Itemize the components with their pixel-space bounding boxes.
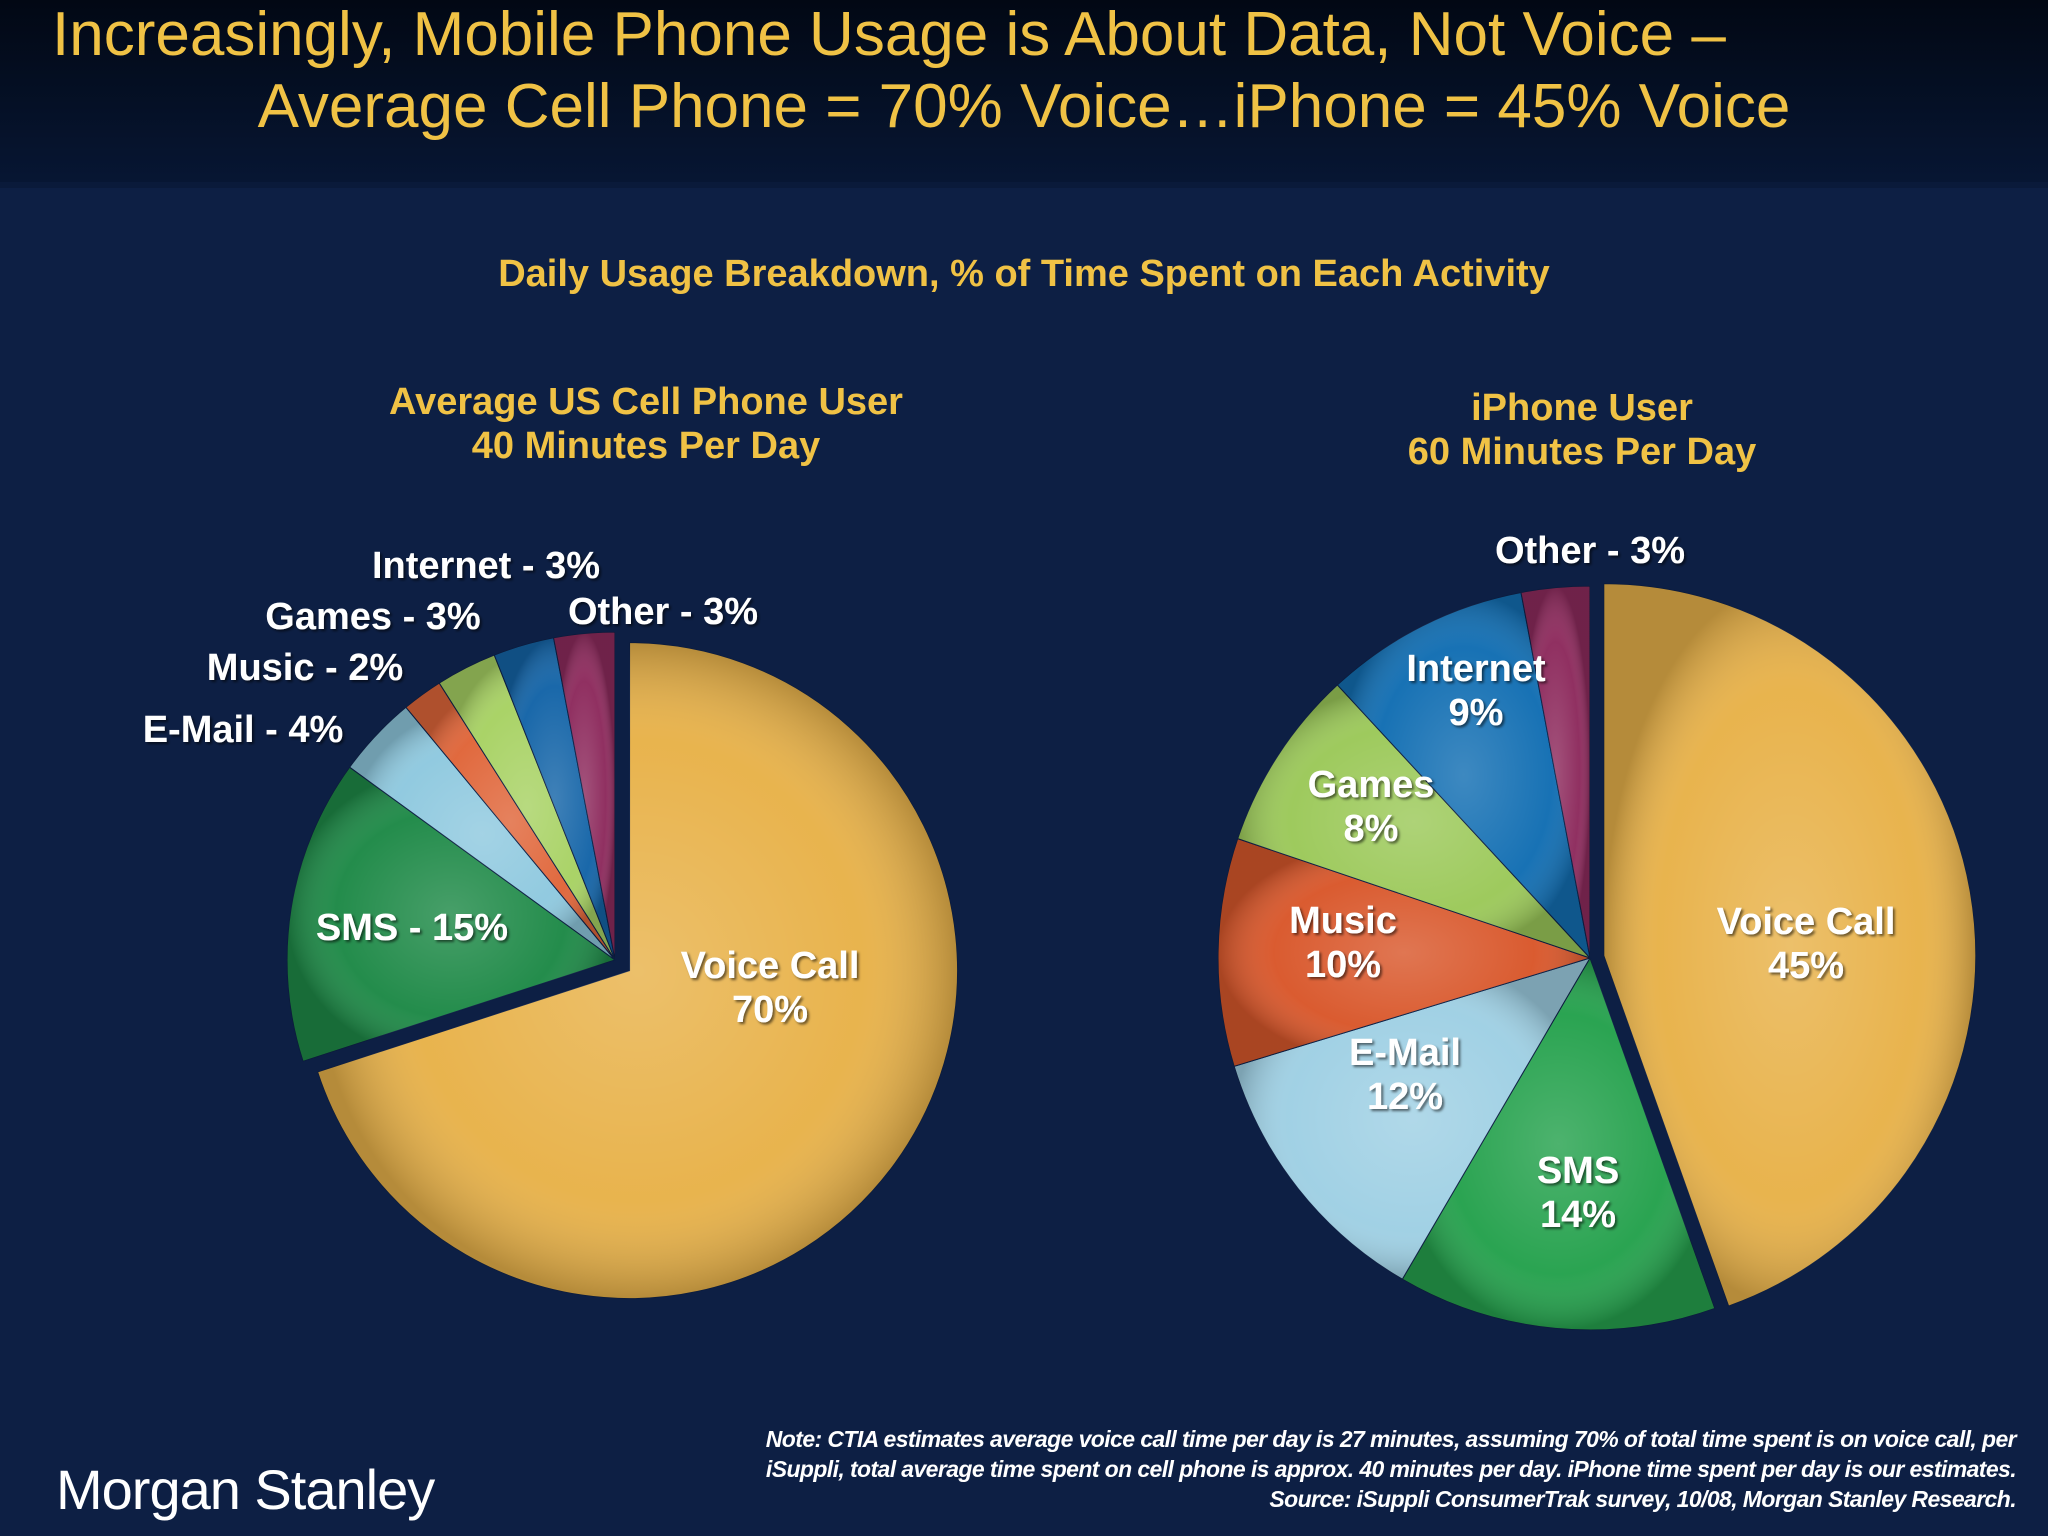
- right-label-voice-call: Voice Call: [1717, 901, 1896, 943]
- morgan-stanley-logo: Morgan Stanley: [56, 1458, 435, 1521]
- right-pie-title-line2: 60 Minutes Per Day: [1407, 431, 1757, 473]
- footer-source: Source: iSuppli ConsumerTrak survey, 10/…: [1269, 1486, 2016, 1512]
- page-subtitle: Average Cell Phone = 70% Voice…iPhone = …: [257, 72, 1791, 141]
- right-slice-sms-shading: [1402, 958, 1715, 1330]
- left-label-voice-call: Voice Call: [681, 945, 860, 987]
- left-slice-sms-shading: [287, 767, 615, 1062]
- left-slice-music-shading: [405, 683, 615, 960]
- right-label-music-pct: 10%: [1305, 944, 1381, 986]
- chart-section-title: Daily Usage Breakdown, % of Time Spent o…: [498, 253, 1550, 295]
- left-label-voice-call-pct: 70%: [732, 989, 808, 1031]
- left-label-sms: SMS - 15%: [316, 907, 508, 949]
- left-label-other: Other - 3%: [568, 591, 758, 633]
- right-label-e-mail: E-Mail: [1349, 1032, 1461, 1074]
- left-label-music: Music - 2%: [207, 647, 403, 689]
- left-slice-games-shading: [439, 655, 615, 960]
- footer-note-line2: iSuppli, total average time spent on cel…: [765, 1456, 2017, 1482]
- right-label-games: Games: [1308, 764, 1435, 806]
- right-label-games-pct: 8%: [1344, 808, 1399, 850]
- left-slice-internet-shading: [494, 637, 615, 960]
- footer-note-line1: Note: CTIA estimates average voice call …: [765, 1426, 2017, 1452]
- right-label-sms: SMS: [1537, 1150, 1619, 1192]
- right-pie: [1217, 583, 1977, 1331]
- left-pie-title-line1: Average US Cell Phone User: [389, 381, 903, 423]
- right-label-internet-pct: 9%: [1449, 692, 1504, 734]
- left-slice-voice-call-shading: [317, 642, 958, 1299]
- right-label-music: Music: [1289, 900, 1397, 942]
- right-slice-music-shading: [1218, 838, 1590, 1067]
- left-label-e-mail: E-Mail - 4%: [143, 709, 344, 751]
- left-pie: [286, 631, 959, 1300]
- right-label-other: Other - 3%: [1495, 530, 1685, 572]
- left-slice-e-mail-shading: [349, 707, 615, 960]
- right-label-internet: Internet: [1406, 648, 1546, 690]
- left-label-games: Games - 3%: [265, 596, 480, 638]
- right-pie-title: iPhone User 60 Minutes Per Day: [1282, 386, 1882, 474]
- right-label-voice-call-pct: 45%: [1768, 945, 1844, 987]
- left-pie-title: Average US Cell Phone User 40 Minutes Pe…: [346, 380, 946, 468]
- right-slice-other-shading: [1520, 586, 1590, 958]
- right-slice-voice-call-shading: [1603, 583, 1976, 1307]
- right-slice-internet-shading: [1337, 592, 1590, 958]
- left-pie-title-line2: 40 Minutes Per Day: [471, 425, 821, 467]
- right-label-sms-pct: 14%: [1540, 1194, 1616, 1236]
- right-pie-title-line1: iPhone User: [1471, 387, 1693, 429]
- title-banner: Increasingly, Mobile Phone Usage is Abou…: [0, 0, 2048, 188]
- right-slice-games-shading: [1237, 684, 1590, 958]
- left-label-internet: Internet - 3%: [372, 545, 600, 587]
- right-label-e-mail-pct: 12%: [1367, 1076, 1443, 1118]
- right-slice-e-mail-shading: [1234, 958, 1590, 1280]
- left-slice-other-shading: [553, 632, 615, 960]
- footer-note: Note: CTIA estimates average voice call …: [496, 1424, 2017, 1514]
- page-title: Increasingly, Mobile Phone Usage is Abou…: [52, 0, 1726, 69]
